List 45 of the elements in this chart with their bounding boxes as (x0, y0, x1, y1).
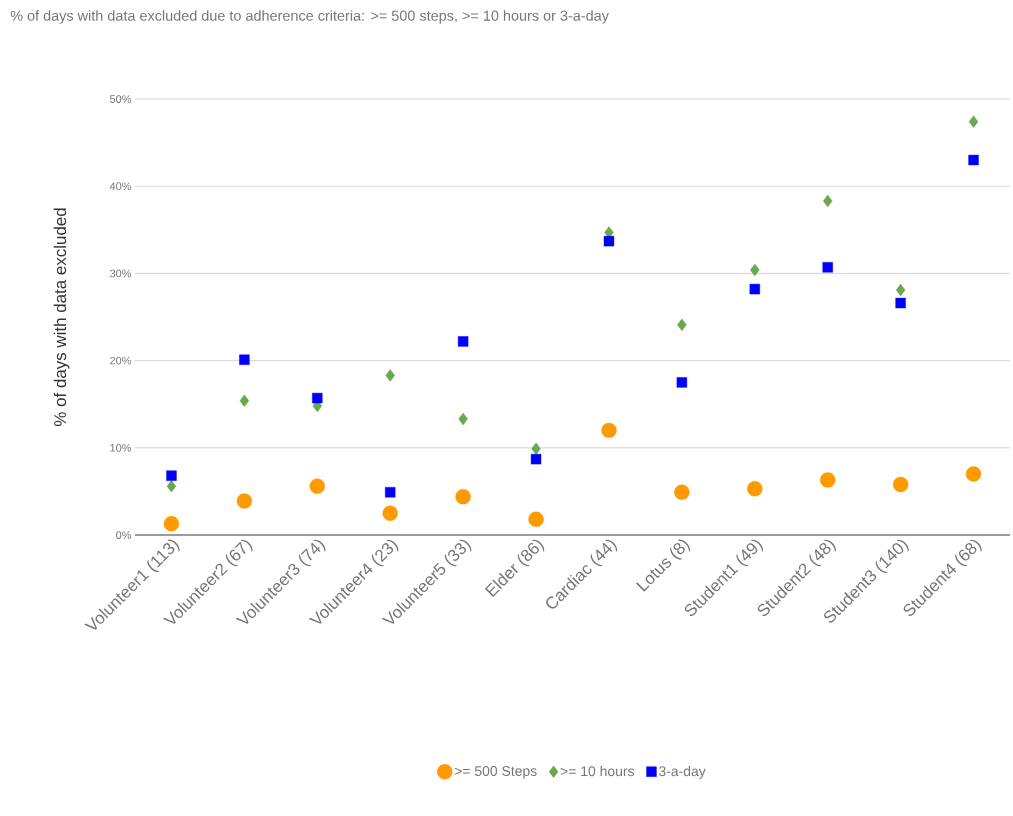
point (895, 297, 906, 309)
point (603, 235, 615, 247)
point (166, 479, 177, 493)
point (968, 154, 979, 166)
y-tick-label: 20% (110, 356, 132, 365)
point (822, 262, 833, 273)
point (965, 466, 982, 482)
point (749, 283, 760, 295)
chart-title: % of days with data excluded due to adherence criteria: >= 500 steps, >= 10 hours or 3-a-day (10, 10, 609, 24)
point (166, 470, 177, 481)
legend-label: >= 500 Steps (454, 766, 537, 779)
point (163, 515, 180, 532)
point (895, 283, 906, 297)
point (236, 493, 253, 509)
legend-label: 3-a-day (658, 765, 706, 779)
point (528, 511, 544, 527)
y-tick-label: 50% (109, 95, 132, 103)
point (530, 453, 542, 465)
y-tick-label: 10% (110, 443, 132, 452)
point (239, 394, 250, 407)
point (750, 263, 760, 277)
point (458, 412, 468, 426)
y-tick-label: 30% (109, 269, 132, 278)
point (385, 487, 396, 498)
point (892, 476, 909, 493)
legend-label: >= 10 hours (560, 765, 635, 777)
point (382, 505, 398, 521)
point (674, 484, 690, 500)
point (968, 115, 979, 128)
point (747, 481, 763, 497)
y-axis-title: % of days with data excluded (53, 208, 70, 427)
point (820, 472, 836, 488)
point (677, 318, 687, 332)
point (676, 377, 688, 388)
point (312, 392, 323, 404)
y-tick-label: 40% (109, 182, 132, 191)
point (239, 354, 250, 365)
point (531, 442, 541, 455)
y-tick-label: 0% (116, 531, 132, 539)
point (823, 194, 833, 208)
point (601, 422, 617, 439)
point (309, 478, 325, 494)
point (385, 369, 395, 382)
point (455, 488, 471, 505)
point (457, 336, 469, 347)
